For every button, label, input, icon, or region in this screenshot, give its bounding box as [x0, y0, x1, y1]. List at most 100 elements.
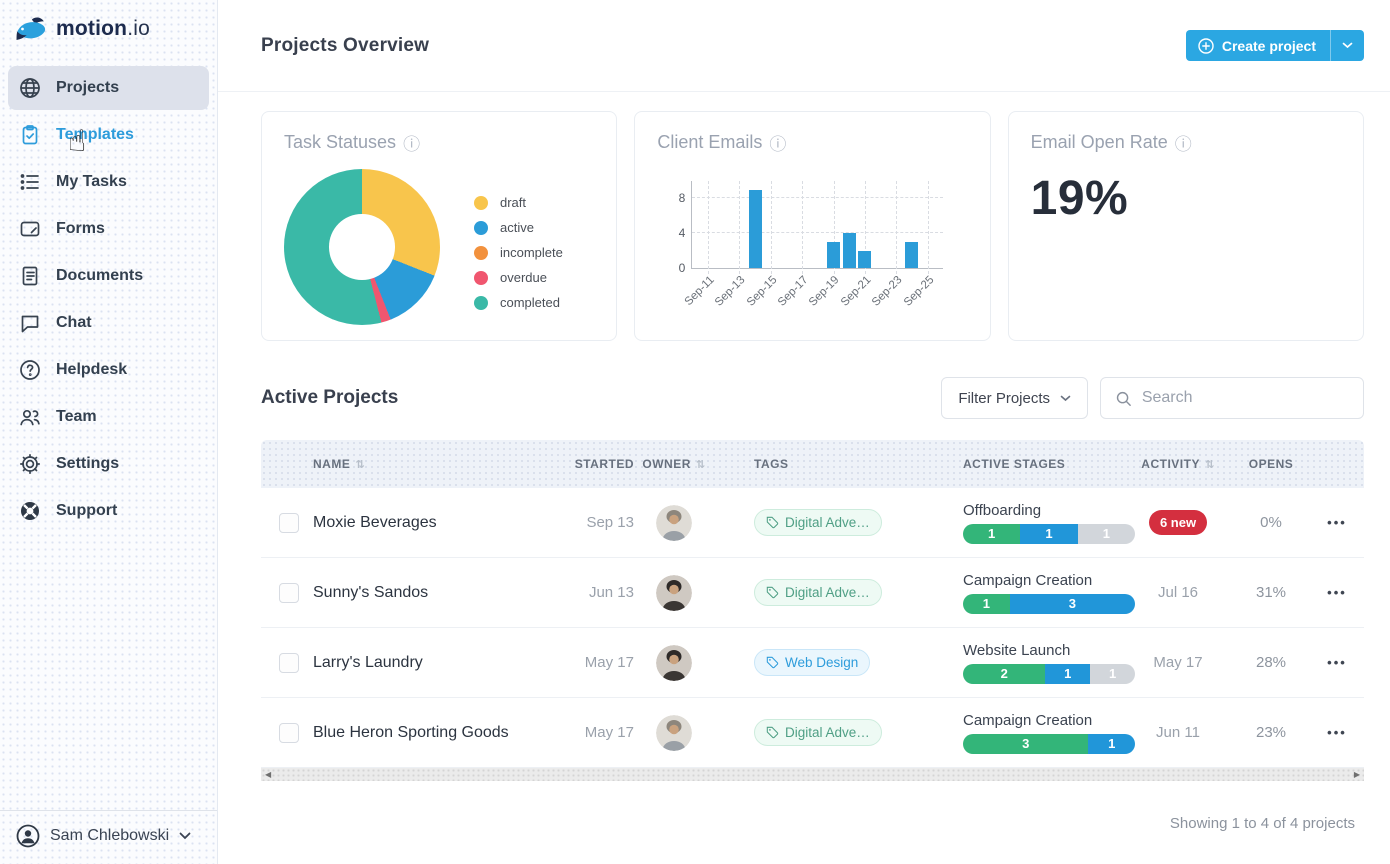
- stage-label: Campaign Creation: [963, 711, 1093, 729]
- sort-icon[interactable]: ⇅: [1204, 457, 1215, 471]
- fish-logo-icon: [16, 17, 46, 41]
- user-avatar-icon: [16, 824, 40, 848]
- info-icon[interactable]: ⓘ: [1174, 135, 1192, 155]
- create-project-button[interactable]: Create project: [1185, 30, 1364, 61]
- gridline: [692, 232, 944, 234]
- project-tag[interactable]: Digital Adve…: [754, 579, 882, 606]
- sidebar-item-forms[interactable]: Forms: [8, 207, 209, 251]
- column-header-started[interactable]: STARTED: [574, 457, 634, 471]
- project-tag[interactable]: Digital Adve…: [754, 509, 882, 536]
- project-tag[interactable]: Web Design: [754, 649, 871, 676]
- donut-hole: [329, 214, 395, 280]
- active-projects-header: Active Projects Filter Projects: [261, 377, 1364, 419]
- column-header-active-stages[interactable]: ACTIVE STAGES: [963, 457, 1066, 471]
- owner-avatar[interactable]: [656, 574, 692, 611]
- sidebar-nav: Projects Templates My Tasks Forms Docume…: [0, 66, 217, 533]
- sidebar-item-label: Forms: [56, 220, 105, 237]
- row-checkbox[interactable]: [279, 582, 299, 603]
- sidebar-item-helpdesk[interactable]: Helpdesk: [8, 348, 209, 392]
- row-menu-button[interactable]: •••: [1327, 655, 1347, 670]
- x-tick-label: Sep-23: [870, 274, 905, 309]
- chevron-down-icon: [1060, 395, 1071, 401]
- row-menu-button[interactable]: •••: [1327, 585, 1347, 600]
- client-emails-card: Client Emails ⓘ Sep-11 Sep-13 Sep-15 Sep-17…: [634, 111, 991, 341]
- user-menu[interactable]: Sam Chlebowski: [0, 810, 217, 864]
- create-project-dropdown[interactable]: [1330, 30, 1364, 61]
- sort-icon[interactable]: ⇅: [695, 457, 706, 471]
- legend-item: completed: [474, 295, 563, 310]
- horizontal-scrollbar[interactable]: ◀ ▶: [261, 768, 1364, 781]
- sidebar-item-label: Support: [56, 502, 118, 519]
- chevron-down-icon: [1342, 42, 1353, 49]
- x-tick-label: Sep-21: [838, 274, 874, 309]
- sidebar-item-projects[interactable]: Projects: [8, 66, 209, 110]
- brand-name: motion.io: [56, 17, 150, 40]
- column-header-activity[interactable]: ACTIVITY ⇅: [1141, 457, 1215, 471]
- chat-icon: [21, 315, 39, 333]
- sidebar-item-my-tasks[interactable]: My Tasks: [8, 160, 209, 204]
- column-header-owner[interactable]: OWNER ⇅: [642, 457, 706, 471]
- x-tick-label: Sep-25: [901, 274, 937, 309]
- stage-segment: 1: [963, 523, 1021, 544]
- sidebar-item-label: Templates: [56, 126, 134, 143]
- sidebar-item-settings[interactable]: Settings: [8, 442, 209, 486]
- legend-label: completed: [500, 295, 560, 310]
- row-checkbox[interactable]: [279, 722, 299, 743]
- sidebar-item-team[interactable]: Team: [8, 395, 209, 439]
- search-box[interactable]: [1100, 377, 1364, 419]
- x-tick-label: Sep-19: [807, 274, 843, 309]
- x-tick-label: Sep-11: [682, 274, 717, 309]
- owner-avatar[interactable]: [656, 504, 692, 541]
- row-menu-button[interactable]: •••: [1327, 725, 1347, 740]
- sidebar-item-documents[interactable]: Documents: [8, 254, 209, 298]
- column-header-opens[interactable]: OPENS: [1248, 457, 1294, 471]
- project-tag[interactable]: Digital Adve…: [754, 719, 882, 746]
- row-checkbox[interactable]: [279, 652, 299, 673]
- gridline: [708, 181, 710, 274]
- search-input[interactable]: [1141, 389, 1349, 407]
- info-icon[interactable]: ⓘ: [769, 135, 787, 155]
- bar: [748, 189, 762, 268]
- scroll-right-icon[interactable]: ▶: [1353, 770, 1360, 779]
- x-tick-label: Sep-13: [713, 274, 748, 309]
- legend-item: active: [474, 220, 563, 235]
- tag-icon: [766, 656, 779, 669]
- row-checkbox[interactable]: [279, 512, 299, 533]
- info-icon[interactable]: ⓘ: [403, 135, 421, 155]
- row-menu-button[interactable]: •••: [1327, 515, 1347, 530]
- activity-badge[interactable]: 6 new: [1148, 510, 1208, 535]
- gear-icon: [19, 453, 41, 475]
- gridline: [739, 181, 741, 274]
- help-circle-icon: [20, 360, 40, 380]
- owner-avatar[interactable]: [656, 644, 692, 681]
- sidebar-item-templates[interactable]: Templates: [8, 113, 209, 157]
- opens-value: 23%: [1255, 724, 1287, 741]
- legend-swatch: [474, 220, 488, 235]
- column-header-name[interactable]: NAME ⇅: [313, 457, 366, 471]
- stage-segment: 1: [1020, 523, 1078, 544]
- legend-label: draft: [500, 195, 527, 210]
- filter-projects-button[interactable]: Filter Projects: [941, 377, 1088, 419]
- stage-segment: 1: [1077, 523, 1135, 544]
- sort-icon[interactable]: ⇅: [355, 457, 366, 471]
- project-name[interactable]: Sunny's Sandos: [313, 583, 429, 601]
- page-title: Projects Overview: [261, 34, 430, 56]
- email-open-rate-card: Email Open Rate ⓘ 19%: [1007, 111, 1364, 341]
- brand-logo[interactable]: motion.io: [0, 0, 217, 50]
- project-name[interactable]: Blue Heron Sporting Goods: [313, 723, 509, 741]
- project-name[interactable]: Larry's Laundry: [313, 653, 423, 671]
- table-footer-summary: Showing 1 to 4 of 4 projects: [1169, 815, 1355, 832]
- column-header-tags[interactable]: TAGS: [754, 457, 789, 471]
- form-icon: [20, 221, 40, 237]
- project-name[interactable]: Moxie Beverages: [313, 513, 437, 531]
- project-started: May 17: [584, 654, 634, 671]
- sidebar-item-label: Documents: [56, 267, 144, 284]
- scroll-left-icon[interactable]: ◀: [265, 770, 272, 779]
- owner-avatar[interactable]: [656, 714, 692, 751]
- sidebar-item-support[interactable]: Support: [8, 489, 209, 533]
- sidebar-item-chat[interactable]: Chat: [8, 301, 209, 345]
